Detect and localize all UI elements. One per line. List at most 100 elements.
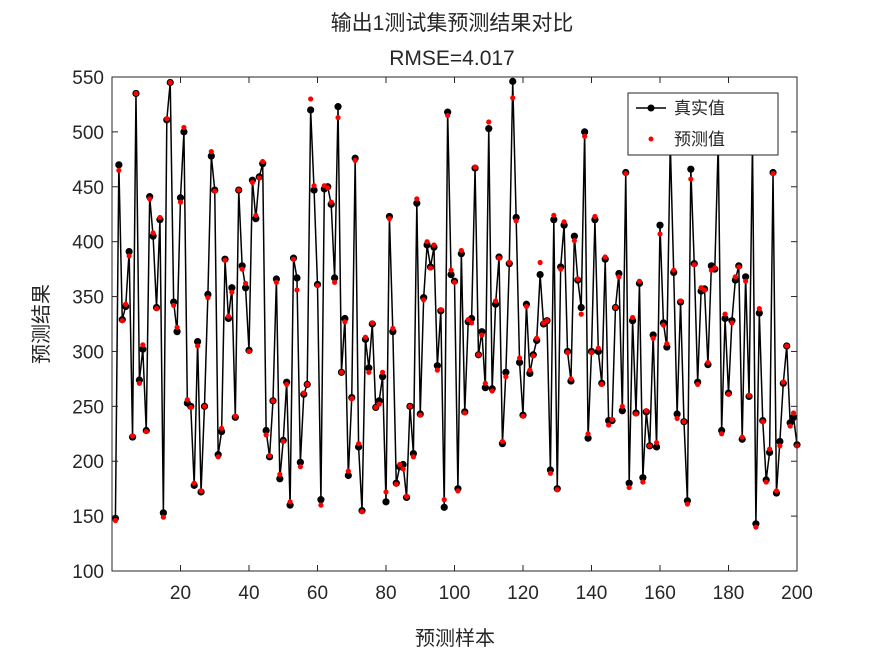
true-value-point bbox=[433, 362, 441, 370]
legend-pred-label: 预测值 bbox=[674, 130, 725, 149]
predicted-value-point bbox=[578, 311, 584, 317]
predicted-value-point bbox=[636, 278, 643, 284]
predicted-value-point bbox=[208, 149, 214, 155]
predicted-value-point bbox=[342, 319, 348, 325]
predicted-value-point bbox=[191, 480, 197, 486]
predicted-value-point bbox=[242, 280, 249, 286]
y-tick-label: 250 bbox=[72, 397, 104, 418]
predicted-value-point bbox=[671, 267, 677, 273]
predicted-value-point bbox=[482, 380, 488, 386]
predicted-value-point bbox=[229, 289, 235, 295]
predicted-value-point bbox=[249, 179, 256, 185]
y-axis: 100 150 200 250 300 350 400 450 500 550 bbox=[72, 68, 797, 583]
series-true-line bbox=[114, 81, 798, 524]
predicted-value-point bbox=[472, 164, 478, 170]
true-value-point bbox=[481, 384, 489, 392]
predicted-value-point bbox=[421, 297, 427, 303]
predicted-value-point bbox=[633, 411, 639, 417]
x-axis-label: 预测样本 bbox=[415, 627, 495, 650]
predicted-value-point bbox=[530, 353, 536, 359]
legend: 真实值 预测值 bbox=[627, 92, 779, 156]
predicted-value-point bbox=[136, 380, 142, 386]
predicted-value-point bbox=[455, 488, 461, 494]
predicted-value-point bbox=[143, 428, 149, 435]
predicted-value-point bbox=[612, 304, 619, 311]
predicted-value-point bbox=[188, 404, 194, 411]
predicted-value-point bbox=[397, 461, 403, 468]
x-tick-label: 120 bbox=[507, 583, 539, 604]
predicted-value-point bbox=[643, 408, 649, 414]
predicted-value-point bbox=[647, 443, 653, 449]
true-value-point bbox=[515, 358, 524, 367]
true-value-point bbox=[228, 284, 236, 292]
predicted-value-point bbox=[475, 352, 482, 358]
predicted-value-point bbox=[571, 237, 577, 244]
predicted-value-point bbox=[222, 257, 228, 263]
predicted-value-point bbox=[650, 335, 656, 341]
true-value-point bbox=[550, 216, 558, 224]
predicted-value-point bbox=[767, 446, 773, 452]
predicted-value-point bbox=[129, 433, 136, 439]
predicted-value-point bbox=[260, 158, 266, 165]
predicted-value-point bbox=[770, 171, 776, 177]
predicted-value-point bbox=[311, 183, 317, 189]
legend-pred-marker bbox=[648, 136, 654, 142]
true-value-point bbox=[536, 271, 544, 279]
true-value-point bbox=[721, 314, 729, 323]
true-value-point bbox=[365, 364, 373, 372]
predicted-value-point bbox=[119, 318, 125, 324]
predicted-value-point bbox=[520, 413, 526, 419]
predicted-value-point bbox=[527, 367, 533, 373]
predicted-value-point bbox=[225, 313, 232, 319]
predicted-value-point bbox=[523, 303, 530, 310]
predicted-value-point bbox=[739, 434, 745, 440]
predicted-value-point bbox=[171, 302, 177, 308]
predicted-value-point bbox=[174, 324, 180, 330]
predicted-value-point bbox=[684, 501, 691, 507]
y-tick-label: 100 bbox=[72, 562, 104, 583]
predicted-value-point bbox=[479, 332, 485, 338]
predicted-value-point bbox=[537, 259, 543, 266]
true-value-point bbox=[115, 161, 123, 169]
predicted-value-point bbox=[554, 487, 560, 493]
predicted-value-point bbox=[424, 239, 430, 245]
predicted-value-point bbox=[195, 343, 201, 349]
predicted-value-point bbox=[695, 381, 701, 387]
x-axis: 20 40 60 80 100 120 140 160 180 200 bbox=[170, 77, 813, 604]
predicted-value-point bbox=[561, 219, 567, 225]
predicted-value-point bbox=[263, 432, 269, 438]
predicted-value-point bbox=[434, 367, 440, 373]
predicted-value-point bbox=[201, 403, 208, 409]
predicted-value-point bbox=[489, 388, 495, 394]
predicted-value-point bbox=[780, 379, 786, 385]
predicted-value-point bbox=[359, 509, 365, 515]
predicted-value-point bbox=[290, 256, 297, 262]
y-axis-label: 预测结果 bbox=[30, 284, 53, 364]
predicted-value-point bbox=[301, 390, 307, 396]
predicted-value-point bbox=[410, 454, 416, 460]
predicted-value-point bbox=[564, 349, 571, 356]
predicted-value-point bbox=[369, 320, 375, 326]
true-value-point bbox=[625, 479, 633, 487]
predicted-value-point bbox=[407, 403, 413, 409]
predicted-value-point bbox=[328, 199, 334, 205]
predicted-value-point bbox=[215, 454, 221, 460]
true-value-point bbox=[159, 509, 167, 517]
predicted-value-point bbox=[164, 116, 170, 122]
predicted-value-point bbox=[451, 279, 458, 285]
predicted-value-point bbox=[441, 497, 447, 503]
chart-title: 输出1测试集预测结果对比 bbox=[331, 12, 574, 35]
predicted-value-point bbox=[386, 216, 393, 222]
true-value-point bbox=[344, 471, 352, 480]
predicted-value-point bbox=[246, 348, 252, 355]
predicted-value-point bbox=[756, 306, 762, 312]
predicted-value-point bbox=[544, 318, 550, 324]
true-value-point bbox=[687, 165, 695, 173]
predicted-value-point bbox=[660, 322, 667, 328]
true-value-point bbox=[207, 152, 215, 160]
predicted-value-point bbox=[314, 282, 321, 289]
predicted-value-point bbox=[431, 242, 437, 248]
predicted-value-point bbox=[568, 376, 574, 382]
predicted-value-point bbox=[585, 431, 591, 437]
